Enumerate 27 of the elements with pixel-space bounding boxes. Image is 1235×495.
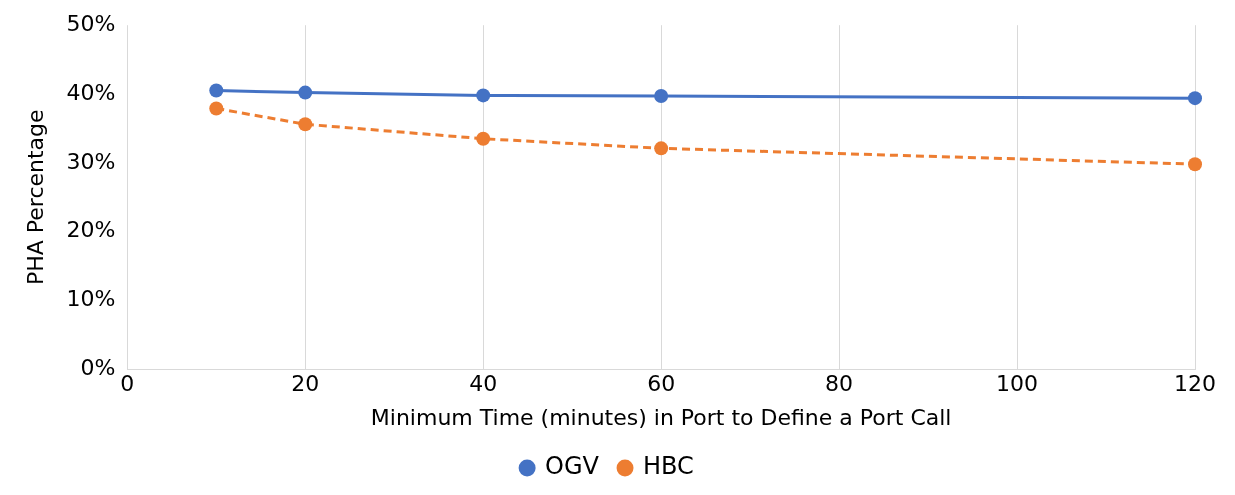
y-tick-label: 50% <box>66 10 116 36</box>
y-tick-label: 10% <box>66 286 116 312</box>
y-tick-label: 30% <box>66 148 116 174</box>
y-tick-label: 40% <box>66 79 116 105</box>
x-tick-label: 60 <box>647 371 676 397</box>
legend-label: HBC <box>643 452 694 481</box>
point <box>476 88 491 103</box>
x-tick-label: 20 <box>291 371 320 397</box>
point <box>298 117 313 132</box>
x-tick-label: 100 <box>996 371 1039 397</box>
point <box>1188 91 1202 106</box>
x-axis-title: Minimum Time (minutes) in Port to Define a Port Call <box>370 404 952 430</box>
y-axis-title: PHA Percentage <box>22 109 48 286</box>
point <box>298 85 313 100</box>
x-tick-label: 120 <box>1174 371 1216 397</box>
point <box>654 141 669 156</box>
y-tick-label: 20% <box>66 217 116 243</box>
point <box>209 101 224 116</box>
x-tick-label: 0 <box>120 371 135 397</box>
point <box>209 83 224 98</box>
legend-label: OGV <box>545 452 600 481</box>
point <box>476 131 491 146</box>
x-tick-label: 40 <box>469 371 498 397</box>
point <box>654 89 669 104</box>
x-tick-label: 80 <box>825 371 854 397</box>
y-tick-label: 0% <box>80 354 116 380</box>
point <box>1188 157 1202 172</box>
